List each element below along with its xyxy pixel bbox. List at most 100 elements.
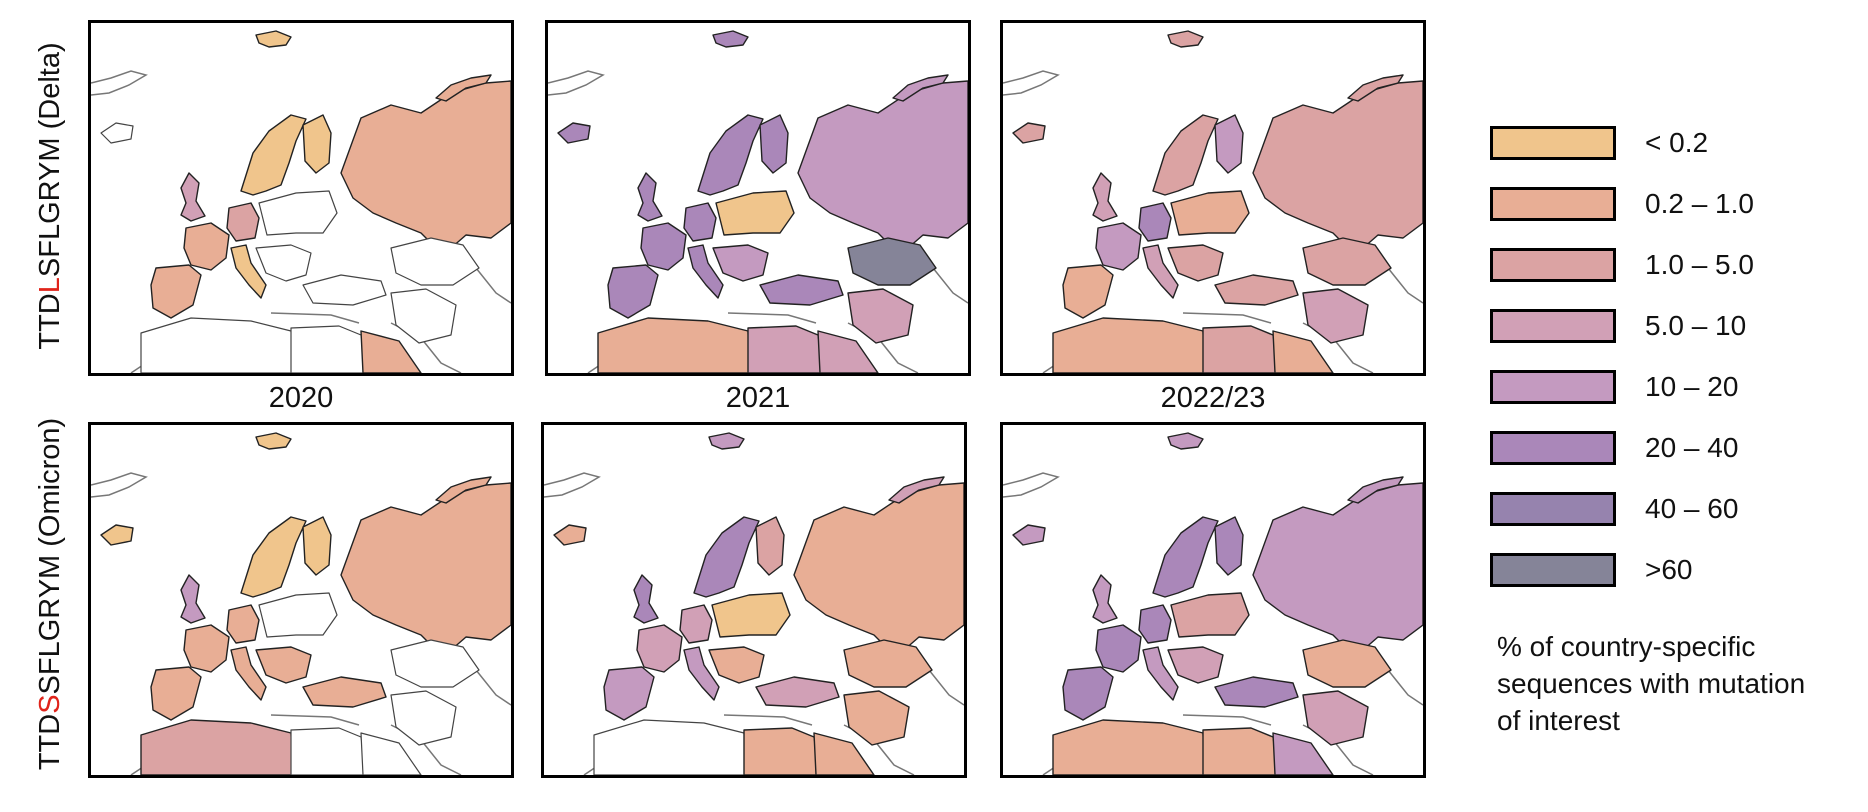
coastline-outline [544,472,601,498]
country-central-asia [1302,237,1392,286]
country-iberia [1062,666,1114,721]
legend-caption: % of country-specific sequences with mut… [1497,631,1806,736]
country-north-africa [593,719,747,775]
country-finland [1214,114,1244,174]
country-balkans [255,244,312,282]
legend-label: 1.0 – 5.0 [1645,249,1754,280]
country-east-europe [711,592,791,638]
country-novaya-zemlya [1347,74,1404,102]
row-label-omicron: TTDSSFLGRYM (Omicron) [34,417,66,771]
coastline-outline [1003,70,1060,96]
coastline-outline [1003,472,1060,498]
country-novaya-zemlya [1347,476,1404,504]
map-panel-delta-2021 [545,20,971,376]
country-italy [230,646,267,701]
coastline-outline [475,267,511,304]
country-germany [226,604,260,644]
legend-swatch [1490,309,1616,343]
country-uk [633,574,659,624]
legend-item: 0.2 – 1.0 [1490,187,1868,227]
country-balkans [1167,646,1224,684]
country-germany [679,604,713,644]
map-panel-delta-2020 [88,20,514,376]
country-egypt-libya [290,325,368,373]
country-novaya-zemlya [435,74,492,102]
country-egypt-libya [747,325,825,373]
country-iceland [100,122,134,144]
country-novaya-zemlya [888,476,945,504]
coastline-outline [727,312,817,324]
legend-label: 20 – 40 [1645,432,1739,463]
coastline-outline [270,714,360,726]
country-scandinavia [1152,516,1219,598]
country-iberia [603,666,655,721]
coastline-outline [932,267,968,304]
year-label-2022-23: 2022/23 [1160,382,1266,414]
country-uk [180,172,206,222]
country-north-africa [1052,317,1206,373]
coastline-outline [548,70,605,96]
country-iceland [557,122,591,144]
country-arabia [360,732,422,775]
country-iberia [150,264,202,319]
coastline-outline [928,669,964,706]
legend-label: >60 [1645,554,1693,585]
year-label-2020: 2020 [268,382,334,414]
country-egypt-libya [743,727,821,775]
map-panel-omicron-2022-23 [1000,422,1426,778]
country-turkey [759,274,844,306]
country-uk [637,172,663,222]
legend-swatch [1490,370,1616,404]
country-scandinavia [240,516,307,598]
country-turkey [302,676,387,708]
coastline-outline [475,669,511,706]
country-turkey [302,274,387,306]
country-iran [843,690,910,746]
country-turkey [755,676,840,708]
legend-swatch [1490,431,1616,465]
map-panel-omicron-2020 [88,422,514,778]
legend-item: 10 – 20 [1490,370,1868,410]
legend-swatch [1490,126,1616,160]
coastline-outline [1387,669,1423,706]
country-central-asia [843,639,933,688]
coastline-outline [91,472,148,498]
country-russia [1252,482,1423,658]
country-france [183,624,230,673]
country-east-europe [258,190,338,236]
country-balkans [708,646,765,684]
country-france [1095,222,1142,271]
country-russia [340,482,511,658]
country-north-africa [140,719,294,775]
country-france [1095,624,1142,673]
country-central-asia [847,237,937,286]
coastline-outline [91,70,148,96]
country-iberia [150,666,202,721]
country-iberia [1062,264,1114,319]
country-arabia [813,732,875,775]
country-iceland [100,524,134,546]
country-russia [793,482,964,658]
country-italy [683,646,720,701]
country-svalbard [712,30,749,48]
legend-item: 1.0 – 5.0 [1490,248,1868,288]
country-germany [1138,604,1172,644]
country-east-europe [1170,190,1250,236]
legend-label: 40 – 60 [1645,493,1739,524]
country-iceland [1012,524,1046,546]
coastline-outline [270,312,360,324]
legend-swatch [1490,187,1616,221]
country-italy [1142,244,1179,299]
legend-swatch [1490,492,1616,526]
country-north-africa [1052,719,1206,775]
legend-label: 0.2 – 1.0 [1645,188,1754,219]
country-italy [687,244,724,299]
country-iran [390,288,457,344]
country-france [183,222,230,271]
country-arabia [817,330,879,373]
country-germany [683,202,717,242]
country-scandinavia [697,114,764,196]
country-egypt-libya [1202,325,1280,373]
country-scandinavia [240,114,307,196]
country-finland [302,516,332,576]
